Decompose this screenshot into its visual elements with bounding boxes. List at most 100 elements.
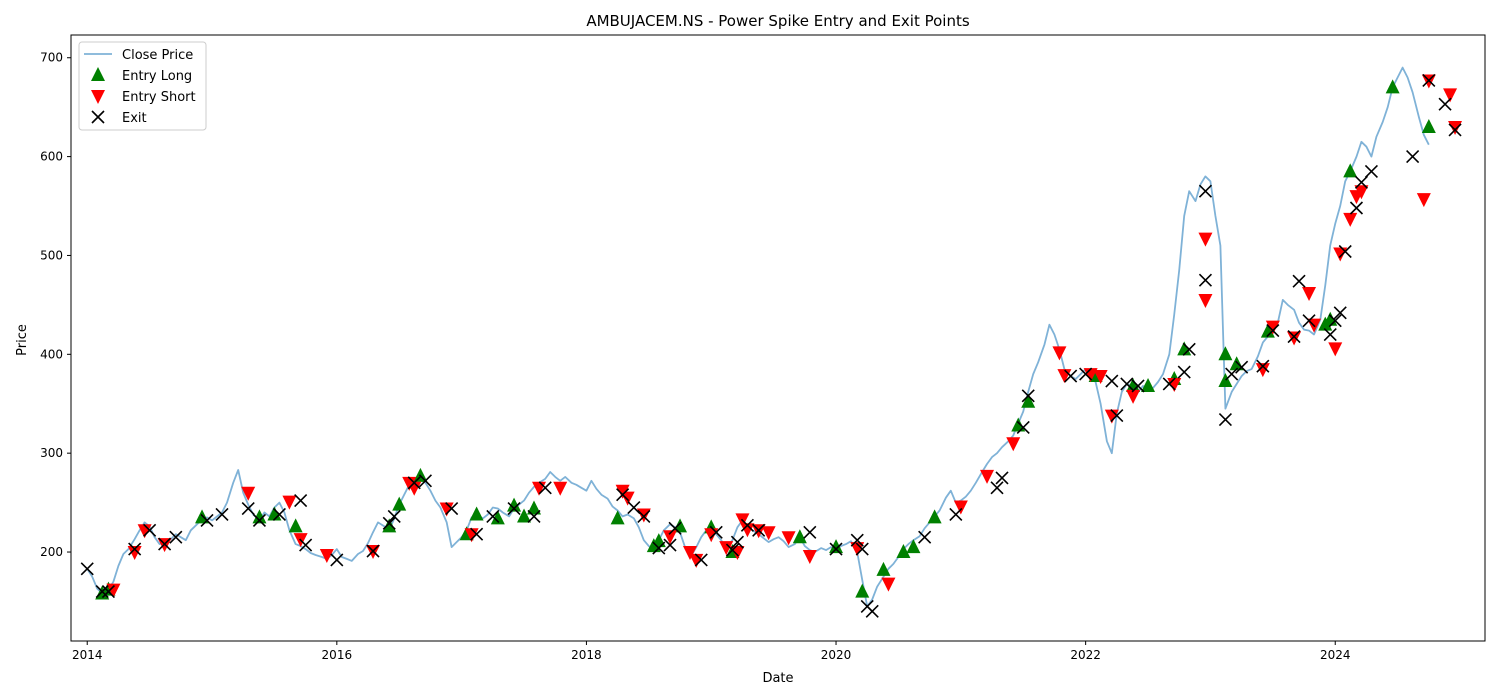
entry-short-marker (1126, 389, 1141, 404)
exit-marker (668, 521, 682, 535)
entry-long-marker (610, 510, 625, 525)
exit-marker (1079, 367, 1093, 381)
entry-long-marker (507, 497, 522, 512)
exit-marker (407, 476, 421, 490)
entry-long-marker (1421, 118, 1436, 133)
entry-short-marker (106, 583, 121, 598)
x-tick-label: 2024 (1320, 648, 1351, 662)
exit-marker (1105, 374, 1119, 388)
entry-long-marker (517, 508, 532, 523)
x-tick-label: 2022 (1070, 648, 1101, 662)
entry-long-marker (829, 539, 844, 554)
y-tick-label: 200 (40, 545, 63, 559)
exit-marker (1364, 164, 1378, 178)
exit-marker (101, 585, 116, 599)
x-axis: 2014 2016 2018 2020 2022 2024 (72, 641, 1351, 662)
exit-marker (1162, 377, 1176, 391)
entry-long-marker (792, 529, 807, 544)
exit-marker (1448, 123, 1462, 137)
entry-short-marker (881, 577, 896, 592)
entry-short-marker (719, 541, 734, 556)
exit-marker (527, 509, 541, 524)
x-tick-label: 2018 (571, 648, 602, 662)
exit-marker (865, 604, 879, 618)
legend-up-triangle-icon (91, 67, 105, 81)
entry-long-marker (1343, 163, 1358, 178)
exit-marker (855, 542, 869, 556)
exit-marker (803, 525, 817, 539)
exit-marker (1218, 412, 1232, 427)
exit-marker (1354, 175, 1369, 189)
entry-short-marker (1287, 331, 1302, 346)
x-tick-label: 2014 (72, 648, 103, 662)
legend-down-triangle-icon (91, 90, 105, 104)
entry-long-marker (1218, 373, 1233, 388)
legend-box (78, 41, 207, 131)
entry-short-marker (1443, 88, 1458, 103)
entry-short-marker (1198, 293, 1213, 308)
entry-long-marker (392, 496, 407, 511)
x-axis-title: Date (762, 671, 793, 686)
entry-long-marker (1011, 417, 1026, 432)
legend-label: Exit (122, 111, 147, 126)
exit-marker (1292, 274, 1306, 288)
exit-marker (1021, 389, 1035, 403)
entry-short-marker (1302, 287, 1317, 302)
y-tick-label: 300 (40, 446, 63, 460)
entry-short-marker (850, 542, 865, 557)
entry-short-marker (553, 481, 568, 496)
exit-marker (694, 553, 708, 567)
entry-long-marker (469, 506, 484, 521)
entry-short-marker (663, 530, 678, 545)
entry-short-marker (282, 495, 297, 510)
exit-marker (995, 471, 1009, 485)
chart-title: AMBUJACEM.NS - Power Spike Entry and Exi… (586, 12, 970, 30)
entry-long-marker (288, 518, 303, 533)
exit-marker (637, 509, 651, 524)
exit-marker (918, 530, 932, 544)
exit-marker (215, 507, 229, 522)
exit-marker (507, 501, 521, 516)
exit-marker (1422, 73, 1436, 88)
exit-marker (1302, 314, 1316, 328)
exit-marker (616, 488, 630, 502)
entry-short-marker (127, 546, 142, 561)
exit-marker (1328, 314, 1342, 328)
entry-short-marker (1265, 320, 1280, 335)
entry-short-marker (1416, 193, 1431, 208)
entry-long-marker (906, 539, 921, 554)
exit-marker (299, 538, 313, 552)
exit-marker (330, 553, 344, 567)
x-tick-label: 2020 (821, 648, 852, 662)
exit-marker (418, 474, 433, 488)
entry-short-marker (1052, 346, 1067, 361)
exit-marker (445, 501, 459, 516)
exit-marker (1131, 379, 1145, 393)
entry-long-marker (1385, 79, 1400, 94)
y-tick-label: 700 (40, 51, 63, 65)
exit-marker (709, 525, 723, 539)
exit-marker (1323, 327, 1337, 342)
exit-marker (486, 509, 500, 524)
entry-short-marker (1006, 437, 1021, 452)
exit-marker (1235, 360, 1249, 374)
exit-marker (200, 513, 214, 527)
exit-marker (1110, 409, 1124, 423)
exit-marker (1198, 184, 1213, 198)
entry-long-series (95, 79, 1436, 600)
exit-marker (272, 507, 286, 522)
exit-marker (829, 542, 843, 556)
entry-long-marker (927, 509, 942, 524)
exit-series (80, 73, 1462, 618)
exit-marker (1064, 369, 1078, 383)
plot-frame (70, 34, 1486, 642)
entry-long-marker (855, 583, 870, 598)
entry-short-marker (319, 548, 334, 563)
entry-short-marker (802, 549, 817, 564)
legend: Close Price Entry Long Entry Short Exit (78, 41, 207, 131)
entry-short-marker (1093, 370, 1108, 385)
exit-marker (1225, 367, 1239, 381)
exit-marker (1120, 377, 1134, 391)
entry-long-marker (896, 544, 911, 559)
